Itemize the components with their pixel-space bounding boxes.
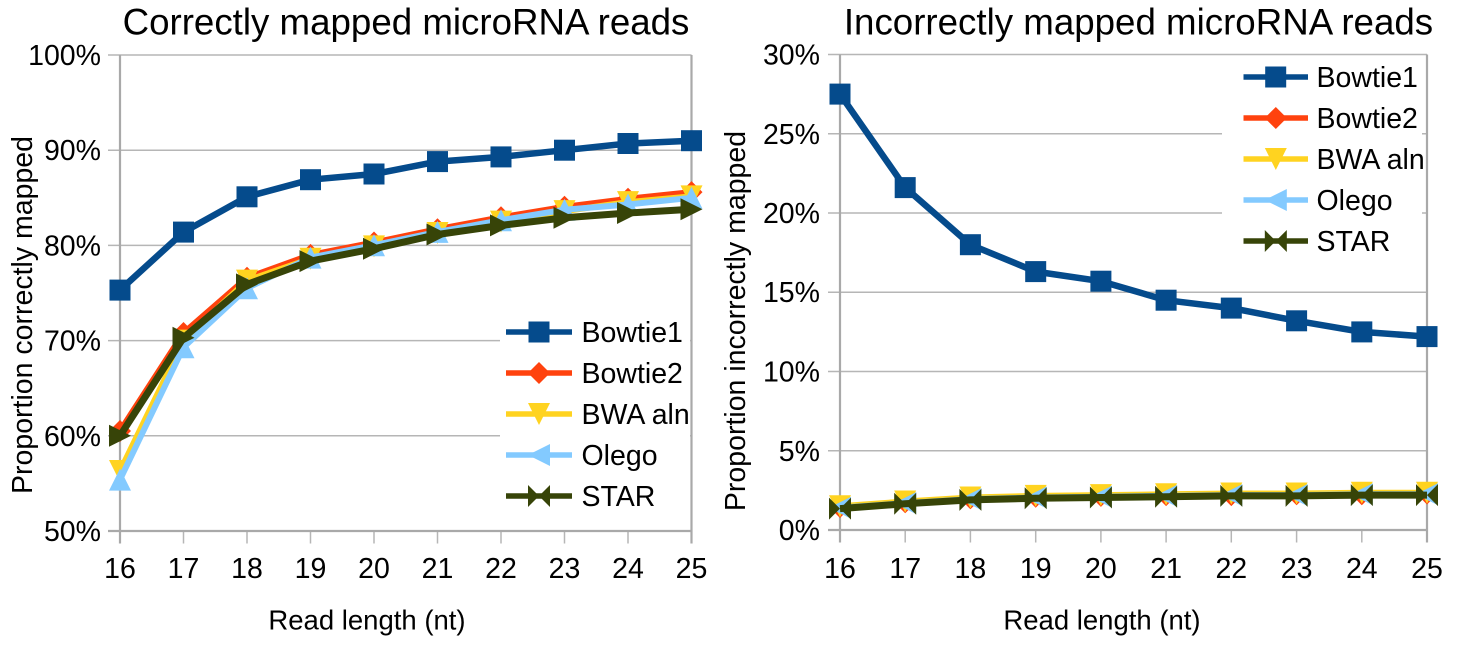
- svg-text:Proportion incorrectly mapped: Proportion incorrectly mapped: [720, 131, 752, 511]
- svg-text:23: 23: [549, 553, 581, 585]
- svg-text:Incorrectly mapped microRNA re: Incorrectly mapped microRNA reads: [844, 2, 1433, 43]
- svg-text:22: 22: [485, 553, 517, 585]
- svg-text:30%: 30%: [763, 40, 820, 72]
- svg-text:25: 25: [676, 553, 708, 585]
- svg-text:22: 22: [1215, 553, 1247, 585]
- svg-text:Read length (nt): Read length (nt): [1003, 605, 1200, 636]
- svg-text:25: 25: [1411, 553, 1443, 585]
- svg-text:70%: 70%: [44, 326, 101, 358]
- svg-text:20: 20: [358, 553, 390, 585]
- svg-text:17: 17: [168, 553, 200, 585]
- svg-text:Bowtie2: Bowtie2: [1317, 103, 1418, 135]
- svg-text:18: 18: [231, 553, 263, 585]
- svg-text:80%: 80%: [44, 230, 101, 262]
- svg-text:STAR: STAR: [1317, 226, 1391, 258]
- svg-text:Olego: Olego: [582, 440, 658, 472]
- svg-text:Bowtie1: Bowtie1: [1317, 62, 1418, 94]
- svg-text:100%: 100%: [28, 40, 101, 72]
- svg-text:20%: 20%: [763, 198, 820, 230]
- svg-text:10%: 10%: [763, 357, 820, 389]
- svg-text:17: 17: [889, 553, 921, 585]
- svg-text:21: 21: [1150, 553, 1182, 585]
- svg-text:BWA aln: BWA aln: [582, 399, 690, 431]
- svg-text:16: 16: [104, 553, 136, 585]
- svg-text:Olego: Olego: [1317, 185, 1393, 217]
- svg-text:0%: 0%: [779, 515, 820, 547]
- svg-text:16: 16: [824, 553, 856, 585]
- svg-text:24: 24: [1346, 553, 1378, 585]
- svg-text:BWA aln: BWA aln: [1317, 144, 1425, 176]
- svg-text:5%: 5%: [779, 436, 820, 468]
- svg-text:23: 23: [1281, 553, 1313, 585]
- svg-text:21: 21: [422, 553, 454, 585]
- svg-text:Bowtie2: Bowtie2: [582, 358, 683, 390]
- svg-text:18: 18: [955, 553, 987, 585]
- svg-text:50%: 50%: [44, 516, 101, 548]
- svg-text:Bowtie1: Bowtie1: [582, 317, 683, 349]
- svg-text:Correctly mapped microRNA read: Correctly mapped microRNA reads: [123, 2, 690, 43]
- svg-text:19: 19: [295, 553, 327, 585]
- svg-text:STAR: STAR: [582, 481, 656, 513]
- svg-text:15%: 15%: [763, 277, 820, 309]
- svg-text:25%: 25%: [763, 119, 820, 151]
- svg-text:20: 20: [1085, 553, 1117, 585]
- svg-text:19: 19: [1020, 553, 1052, 585]
- svg-text:90%: 90%: [44, 135, 101, 167]
- svg-text:Read length (nt): Read length (nt): [268, 605, 465, 636]
- svg-text:60%: 60%: [44, 421, 101, 453]
- svg-text:Proportion correctly mapped: Proportion correctly mapped: [7, 136, 39, 494]
- svg-text:24: 24: [612, 553, 644, 585]
